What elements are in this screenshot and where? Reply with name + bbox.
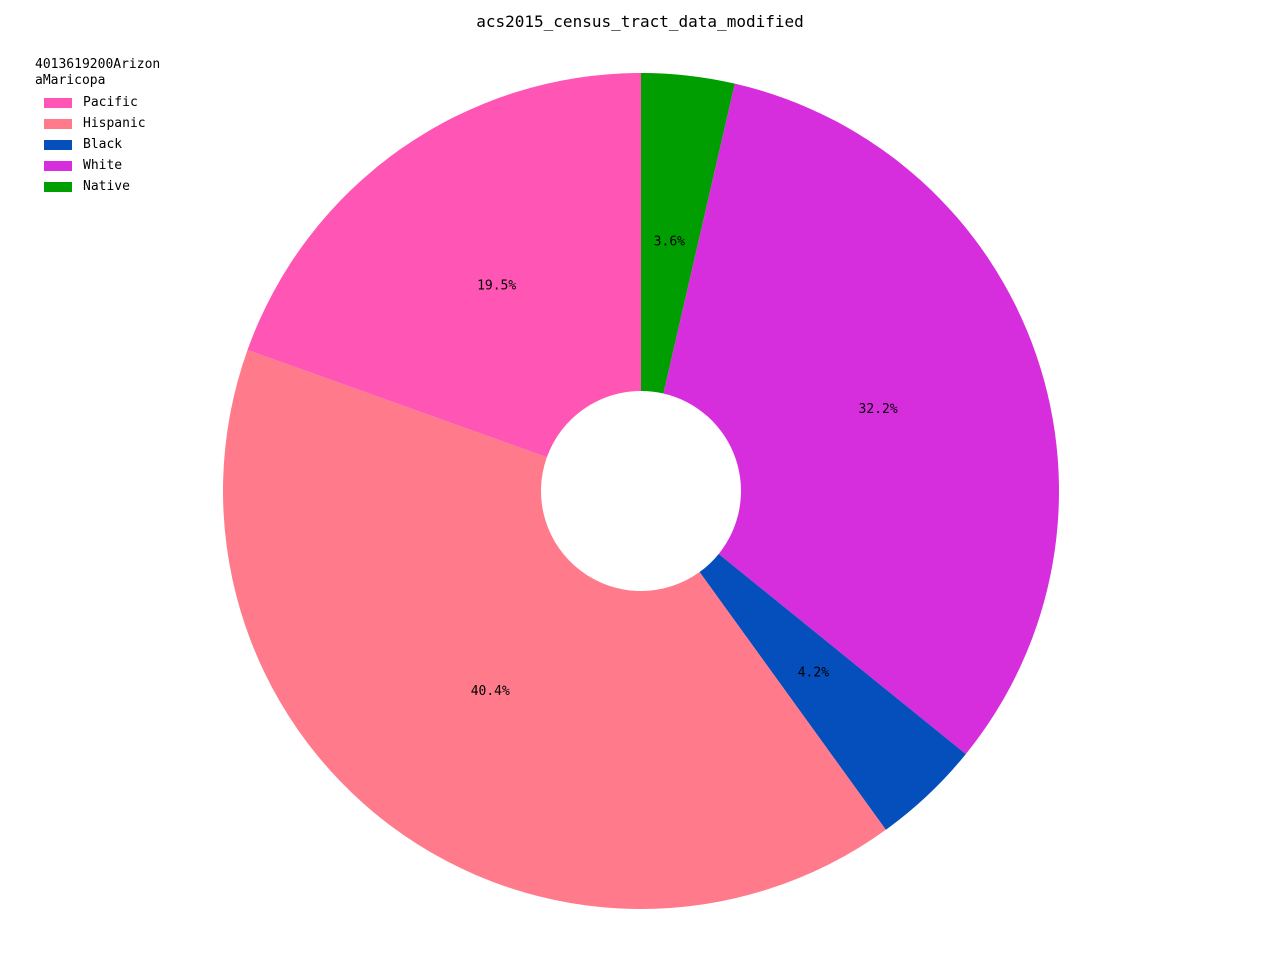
pie-slice-black (699, 553, 966, 830)
pie-label-pacific: 19.5% (477, 278, 516, 293)
legend-title: 4013619200ArizonaMaricopa (35, 57, 161, 88)
pie-label-hispanic: 40.4% (471, 684, 510, 699)
legend-item-white: White (44, 155, 165, 176)
legend-item-native: Native (44, 176, 165, 197)
legend-swatch-pacific (44, 97, 72, 108)
pie-slice-pacific (247, 73, 641, 458)
legend-label: Hispanic (83, 115, 146, 131)
legend-item-black: Black (44, 134, 165, 155)
pie-label-native: 3.6% (654, 234, 685, 249)
legend-label: Black (83, 136, 123, 152)
legend-label: Native (83, 178, 130, 194)
pie-slice-hispanic (223, 349, 886, 909)
legend-item-pacific: Pacific (44, 92, 165, 113)
legend-swatch-hispanic (44, 118, 72, 129)
legend-item-hispanic: Hispanic (44, 113, 165, 134)
legend: 4013619200ArizonaMaricopa Pacific Hispani… (35, 57, 165, 197)
pie-slice-native (641, 73, 735, 394)
pie-label-white: 32.2% (859, 402, 898, 417)
pie-label-black: 4.2% (798, 666, 829, 681)
chart-title: acs2015_census_tract_data_modified (476, 12, 804, 31)
legend-swatch-native (44, 181, 72, 192)
legend-items: Pacific Hispanic Black White Native (35, 92, 165, 197)
legend-label: Pacific (83, 94, 138, 110)
legend-swatch-white (44, 160, 72, 171)
pie-slice-white (663, 83, 1059, 755)
legend-label: White (83, 157, 123, 173)
legend-swatch-black (44, 139, 72, 150)
